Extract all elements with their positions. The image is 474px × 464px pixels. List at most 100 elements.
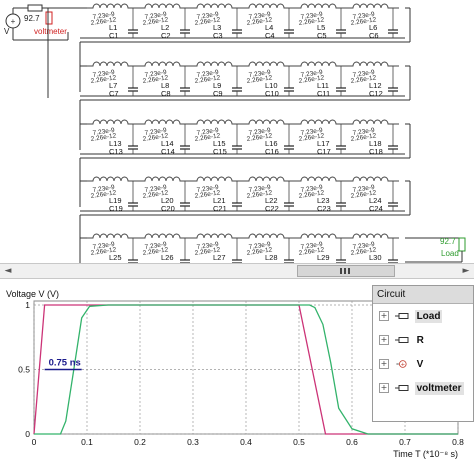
inductor-value: 7.23e-9 [352, 11, 375, 21]
circuit-schematic[interactable]: +V92.7voltmeter7.23e-92.26e-12L1C17.23e-… [0, 0, 474, 263]
x-tick-label: 0.8 [452, 437, 464, 447]
capacitor-label: C28 [265, 261, 279, 263]
svg-text:+: + [400, 362, 405, 368]
tree-header: Circuit [373, 286, 473, 304]
capacitor-value: 2.26e-12 [246, 74, 273, 85]
inductor-value: 7.23e-9 [92, 184, 115, 194]
expand-icon[interactable]: + [379, 383, 389, 394]
resistor-icon [27, 4, 43, 12]
scroll-thumb[interactable] [297, 265, 395, 277]
resistor-icon [394, 313, 409, 320]
inductor-label: L22 [265, 196, 278, 205]
inductor-value: 7.23e-9 [144, 127, 167, 137]
capacitor-value: 2.26e-12 [90, 16, 117, 27]
inductor-icon [347, 119, 399, 125]
resistor-icon [394, 385, 409, 392]
capacitor-label: C24 [369, 204, 383, 213]
inductor-icon [243, 233, 295, 239]
tree-item-v[interactable]: + + V [379, 356, 425, 374]
inductor-value: 7.23e-9 [196, 127, 219, 137]
capacitor-value: 2.26e-12 [350, 16, 377, 27]
capacitor-value: 2.26e-12 [90, 189, 117, 200]
horizontal-scrollbar[interactable]: ◄ ► [0, 263, 474, 279]
meter-value: 92.7 [24, 14, 40, 23]
capacitor-label: C16 [265, 147, 279, 156]
capacitor-value: 2.26e-12 [350, 246, 377, 257]
capacitor-value: 2.26e-12 [246, 246, 273, 257]
capacitor-label: C21 [213, 204, 227, 213]
inductor-label: L3 [213, 23, 221, 32]
capacitor-label: C26 [161, 261, 175, 263]
expand-icon[interactable]: + [379, 335, 389, 346]
circuit-tree-panel[interactable]: Circuit + Load + R + + V + voltmeter [372, 285, 474, 422]
inductor-label: L14 [161, 139, 174, 148]
inductor-value: 7.23e-9 [144, 241, 167, 251]
inductor-label: L12 [369, 81, 382, 90]
inductor-label: L10 [265, 81, 278, 90]
tree-item-label: V [416, 359, 424, 370]
capacitor-label: C19 [109, 204, 123, 213]
capacitor-value: 2.26e-12 [246, 132, 273, 143]
capacitor-value: 2.26e-12 [194, 16, 221, 27]
inductor-label: L25 [109, 253, 122, 262]
capacitor-label: C30 [369, 261, 383, 263]
y-axis-label: Voltage V (V) [6, 289, 59, 299]
inductor-value: 7.23e-9 [92, 127, 115, 137]
capacitor-label: C29 [317, 261, 331, 263]
inductor-value: 7.23e-9 [248, 241, 271, 251]
capacitor-value: 2.26e-12 [298, 74, 325, 85]
capacitor-label: C11 [317, 89, 330, 98]
inductor-icon [87, 233, 139, 239]
inductor-value: 7.23e-9 [92, 69, 115, 79]
tree-item-voltmeter[interactable]: + voltmeter [379, 380, 464, 398]
capacitor-label: C13 [109, 147, 123, 156]
capacitor-label: C17 [317, 147, 331, 156]
inductor-icon [139, 233, 191, 239]
x-tick-label: 0.4 [240, 437, 252, 447]
source-label: V [4, 27, 10, 36]
expand-icon[interactable]: + [379, 311, 389, 322]
inductor-value: 7.23e-9 [196, 241, 219, 251]
inductor-label: L23 [317, 196, 330, 205]
capacitor-value: 2.26e-12 [90, 74, 117, 85]
inductor-value: 7.23e-9 [144, 11, 167, 21]
inductor-label: L7 [109, 81, 117, 90]
capacitor-label: C10 [265, 89, 279, 98]
inductor-label: L19 [109, 196, 122, 205]
inductor-value: 7.23e-9 [352, 184, 375, 194]
x-tick-label: 0.2 [134, 437, 146, 447]
inductor-label: L2 [161, 23, 169, 32]
inductor-icon [347, 61, 399, 67]
inductor-label: L6 [369, 23, 377, 32]
inductor-icon [347, 233, 399, 239]
inductor-icon [347, 3, 399, 9]
inductor-icon [243, 61, 295, 67]
x-axis-label: Time T (*10⁻⁸ s) [393, 449, 458, 459]
capacitor-value: 2.26e-12 [246, 16, 273, 27]
inductor-label: L13 [109, 139, 122, 148]
tree-item-r[interactable]: + R [379, 332, 426, 350]
tree-item-load[interactable]: + Load [379, 308, 443, 326]
capacitor-label: C7 [109, 89, 119, 98]
inductor-value: 7.23e-9 [300, 127, 323, 137]
scroll-right-arrow[interactable]: ► [462, 266, 470, 276]
capacitor-value: 2.26e-12 [142, 74, 169, 85]
capacitor-value: 2.26e-12 [350, 189, 377, 200]
expand-icon[interactable]: + [379, 359, 389, 370]
capacitor-value: 2.26e-12 [298, 246, 325, 257]
inductor-label: L28 [265, 253, 278, 262]
scroll-left-arrow[interactable]: ◄ [4, 266, 12, 276]
inductor-label: L18 [369, 139, 382, 148]
capacitor-value: 2.26e-12 [90, 246, 117, 257]
capacitor-label: C5 [317, 31, 327, 40]
inductor-label: L21 [213, 196, 226, 205]
inductor-label: L15 [213, 139, 226, 148]
capacitor-label: C4 [265, 31, 275, 40]
capacitor-value: 2.26e-12 [298, 189, 325, 200]
inductor-value: 7.23e-9 [92, 241, 115, 251]
capacitor-label: C20 [161, 204, 175, 213]
capacitor-label: C22 [265, 204, 279, 213]
inductor-value: 7.23e-9 [300, 69, 323, 79]
voltmeter-icon [45, 11, 53, 25]
capacitor-value: 2.26e-12 [194, 189, 221, 200]
